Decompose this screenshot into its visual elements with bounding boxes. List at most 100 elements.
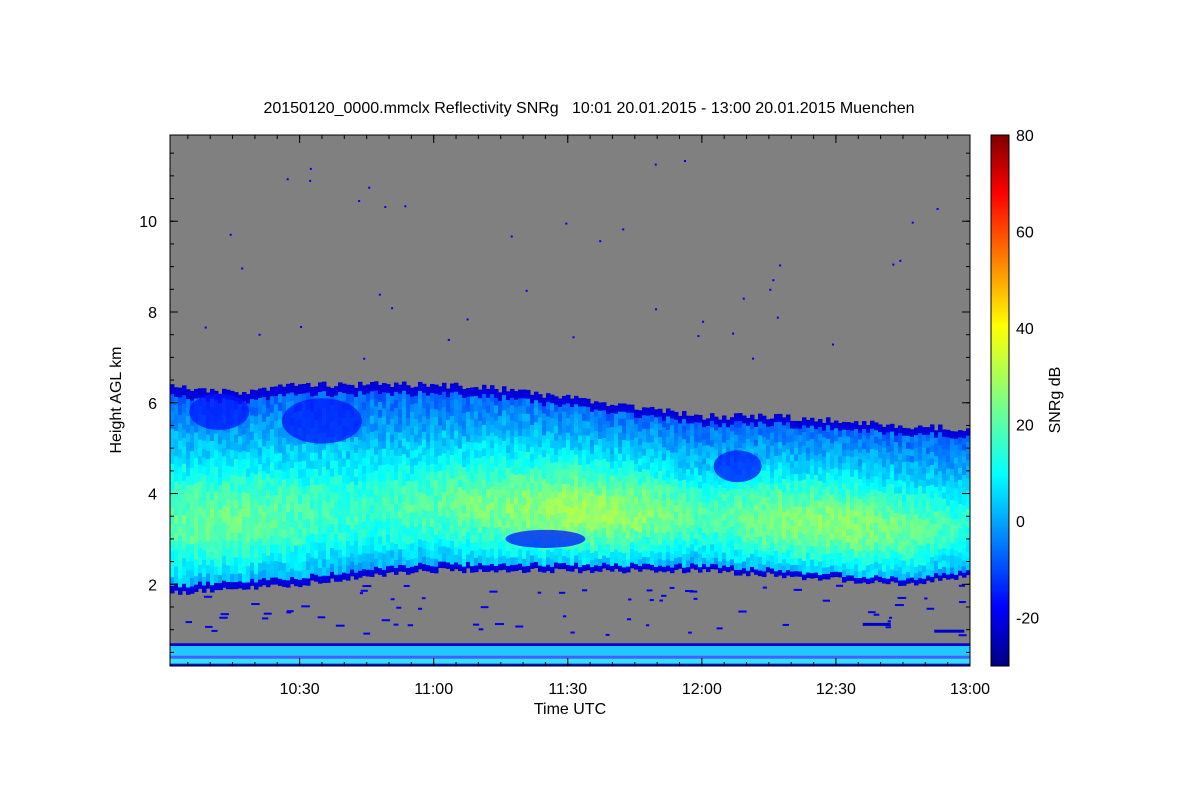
cloud-cell: [674, 426, 679, 434]
cloud-cell: [474, 434, 479, 443]
cloud-cell: [926, 479, 931, 487]
cloud-cell: [178, 492, 183, 502]
cloud-cell: [742, 535, 747, 543]
cloud-cell: [958, 431, 963, 438]
cloud-cell: [682, 452, 687, 460]
cloud-cell: [866, 432, 871, 440]
cloud-cell: [526, 421, 531, 430]
cloud-cell: [950, 432, 955, 439]
cloud-cell: [726, 420, 731, 428]
cloud-cell: [866, 558, 871, 566]
cloud-cell: [886, 445, 891, 453]
cloud-cell: [182, 395, 187, 405]
cloud-cell: [570, 551, 575, 559]
cloud-cell: [638, 512, 643, 520]
cloud-cell: [434, 417, 439, 426]
cloud-cell: [494, 466, 499, 475]
cloud-cell: [214, 533, 219, 542]
cloud-cell: [170, 551, 175, 561]
cloud-cell: [790, 539, 795, 547]
cloud-cell: [474, 403, 479, 412]
cloud-cell: [338, 474, 343, 484]
cloud-cell: [446, 547, 451, 556]
cloud-cell: [542, 398, 547, 407]
cloud-cell: [906, 578, 911, 583]
cloud-cell: [242, 524, 247, 534]
cloud-cell: [298, 444, 303, 454]
cloud-cell: [586, 435, 591, 444]
cloud-cell: [242, 541, 247, 551]
cloud-cell: [442, 468, 447, 478]
cloud-cell: [178, 432, 183, 442]
cloud-cell: [882, 480, 887, 488]
cloud-cell: [434, 527, 439, 536]
cloud-cell: [646, 510, 651, 518]
cloud-cell: [498, 482, 503, 491]
cloud-cell: [842, 456, 847, 464]
cloud-cell: [722, 416, 727, 424]
cloud-cell: [278, 461, 283, 471]
cloud-cell: [786, 523, 791, 531]
cloud-cell: [334, 525, 339, 535]
cloud-cell: [950, 549, 955, 556]
cloud-cell: [458, 510, 463, 519]
cloud-cell: [746, 498, 751, 506]
cloud-cell: [942, 529, 947, 537]
cloud-cell: [198, 447, 203, 457]
cloud-cell: [350, 449, 355, 459]
cloud-cell: [546, 549, 551, 558]
cloud-cell: [590, 560, 595, 568]
cloud-cell: [882, 441, 887, 449]
cloud-cell: [654, 519, 659, 527]
cloud-cell: [910, 526, 915, 534]
cloud-cell: [434, 550, 439, 560]
cloud-cell: [754, 563, 759, 570]
cloud-cell: [378, 481, 383, 490]
cloud-cell: [210, 585, 215, 592]
cloud-cell: [590, 447, 595, 455]
cloud-cell: [562, 418, 567, 427]
cloud-cell: [882, 539, 887, 546]
cloud-cell: [962, 444, 967, 451]
cloud-cell: [518, 488, 523, 497]
cloud-cell: [910, 532, 915, 540]
cloud-cell: [294, 470, 299, 480]
cloud-cell: [522, 428, 527, 437]
cloud-cell: [590, 552, 595, 561]
cloud-cell: [794, 461, 799, 468]
cloud-cell: [346, 540, 351, 550]
cloud-cell: [722, 565, 727, 570]
cloud-cell: [362, 473, 367, 483]
cloud-cell: [326, 453, 331, 462]
cloud-cell: [910, 520, 915, 527]
cloud-cell: [294, 387, 299, 396]
cloud-cell: [702, 470, 707, 478]
cloud-cell: [542, 522, 547, 531]
cloud-cell: [566, 469, 571, 478]
cloud-cell: [602, 493, 607, 501]
cloud-cell: [802, 513, 807, 521]
cloud-cell: [666, 558, 671, 567]
cloud-cell: [790, 474, 795, 482]
cloud-cell: [294, 570, 299, 580]
cloud-cell: [234, 524, 239, 534]
cloud-cell: [806, 559, 811, 567]
cloud-cell: [566, 447, 571, 456]
cloud-cell: [202, 483, 207, 493]
cloud-cell: [626, 412, 631, 421]
cloud-cell: [530, 504, 535, 513]
cloud-cell: [490, 525, 495, 534]
cloud-cell: [826, 492, 831, 500]
cloud-cell: [510, 511, 515, 520]
cloud-cell: [930, 544, 935, 551]
cloud-cell: [302, 536, 307, 545]
cloud-cell: [698, 527, 703, 535]
cloud-cell: [686, 501, 691, 509]
cloud-cell: [838, 527, 843, 534]
cloud-cell: [510, 405, 515, 414]
cloud-cell: [370, 480, 375, 490]
cloud-cell: [714, 487, 719, 495]
cloud-cell: [678, 436, 683, 443]
cloud-cell: [422, 556, 427, 565]
cloud-cell: [550, 507, 555, 516]
